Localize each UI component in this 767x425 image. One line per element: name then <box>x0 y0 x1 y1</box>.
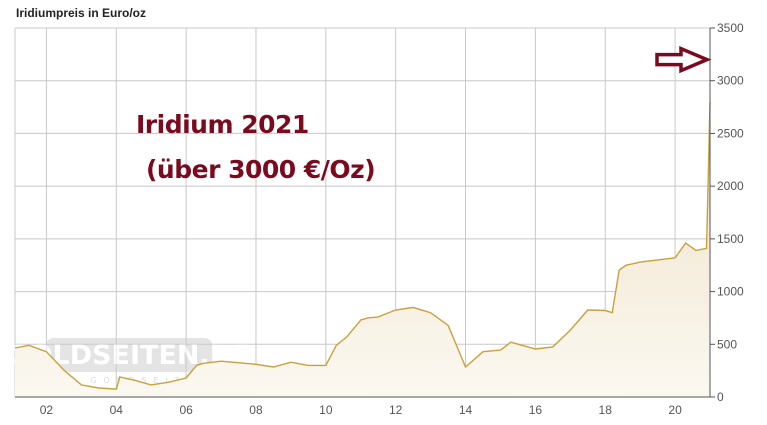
arrow-annotation <box>655 45 712 74</box>
x-tick-label: 04 <box>110 403 124 417</box>
annotation-subtitle: (über 3000 €/Oz) <box>146 155 376 184</box>
x-tick-label: 14 <box>459 403 473 417</box>
x-tick-label: 06 <box>179 403 193 417</box>
y-tick-label: 1500 <box>717 232 744 246</box>
y-tick-label: 3500 <box>717 21 744 35</box>
x-tick-label: 08 <box>249 403 263 417</box>
y-tick-label: 1000 <box>717 285 744 299</box>
x-tick-label: 12 <box>389 403 403 417</box>
x-tick-label: 10 <box>319 403 333 417</box>
grid <box>14 27 710 397</box>
x-tick-label: 02 <box>40 403 54 417</box>
y-tick-label: 3000 <box>717 74 744 88</box>
axes: 0 500 1000 1500 2000 2500 3000 3500 02 04 06 08 10 12… <box>15 21 744 417</box>
x-tick-label: 18 <box>599 403 613 417</box>
x-tick-label: 20 <box>668 403 682 417</box>
chart-title: Iridiumpreis in Euro/oz <box>16 6 147 20</box>
y-tick-label: 2000 <box>717 179 744 193</box>
y-tick-label: 0 <box>717 390 724 404</box>
price-line <box>14 101 711 390</box>
y-tick-label: 500 <box>717 337 737 351</box>
price-area <box>15 101 710 398</box>
arrow-icon <box>655 45 712 74</box>
annotation-title: Iridium 2021 <box>136 110 309 139</box>
y-tick-label: 2500 <box>717 126 744 140</box>
x-tick-label: 16 <box>529 403 543 417</box>
